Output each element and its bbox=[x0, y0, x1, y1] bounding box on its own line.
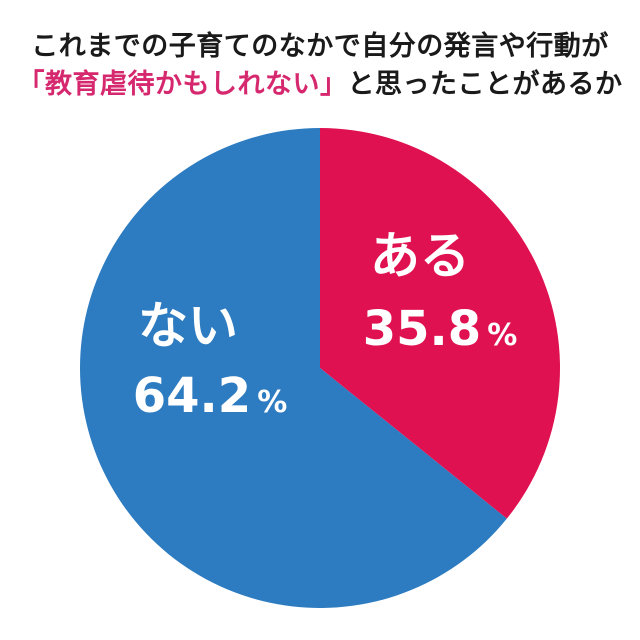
slice-value-aru: 35.8% bbox=[363, 301, 518, 357]
slice-label-nai: ない bbox=[138, 297, 238, 355]
title-highlight: 「教育虐待かもしれない」 bbox=[17, 69, 348, 100]
pie-slice-1 bbox=[80, 128, 507, 608]
pie-slice-0 bbox=[320, 128, 561, 519]
slice-label-aru: ある bbox=[370, 227, 470, 285]
slice-value-nai: 64.2% bbox=[133, 368, 288, 424]
chart-title-line2: 「教育虐待かもしれない」と思ったことがあるか bbox=[0, 62, 640, 101]
chart-title-line1: これまでの子育てのなかで自分の発言や行動が bbox=[31, 31, 609, 62]
title-rest: と思ったことがあるか bbox=[347, 69, 623, 100]
